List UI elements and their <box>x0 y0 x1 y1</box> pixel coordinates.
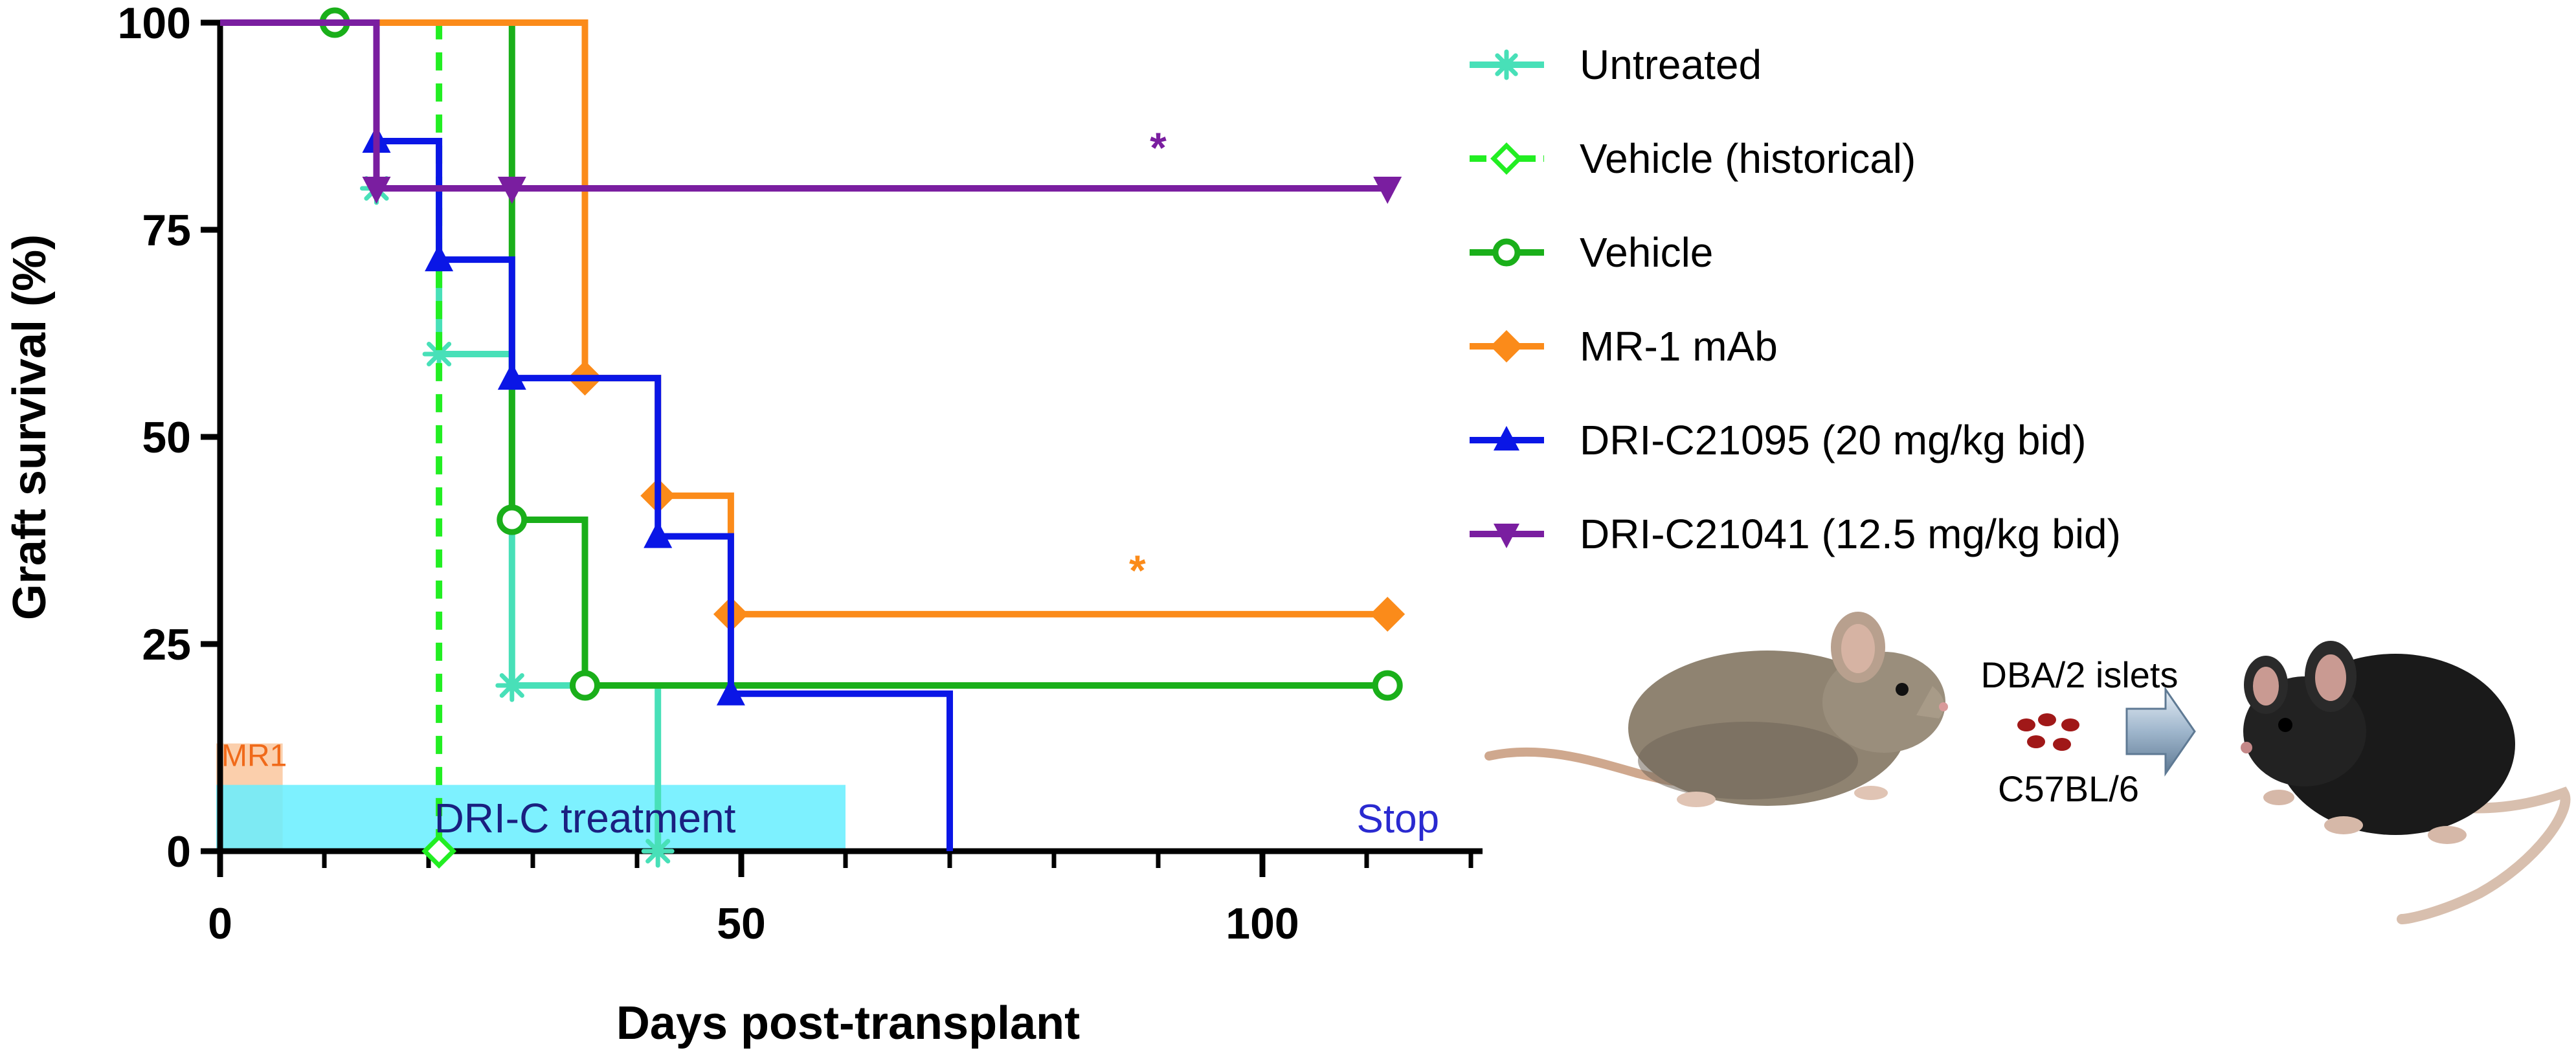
series-vehicle <box>220 7 1403 701</box>
significance-asterisk: * <box>1150 124 1167 172</box>
recipient-label: C57BL/6 <box>1998 768 2139 809</box>
ticks: 0 25 50 75 100 0 50 100 <box>118 0 1473 948</box>
series-group <box>220 7 1406 869</box>
data-point <box>1490 142 1523 175</box>
x-tick-label: 50 <box>717 899 766 948</box>
data-point <box>421 834 457 869</box>
y-tick-label: 25 <box>142 620 191 669</box>
data-point <box>1494 524 1519 548</box>
series-dri-c21041-12-5-mg-kg-bid <box>220 19 1402 204</box>
series-mr-1-mab <box>220 19 1406 632</box>
treatment-bars <box>216 743 846 851</box>
stop-label: Stop <box>1357 797 1440 841</box>
arrow-right-icon <box>2125 686 2196 777</box>
legend-item: Untreated <box>1470 41 1762 88</box>
data-point <box>644 520 673 548</box>
data-point <box>1494 426 1519 451</box>
data-point <box>716 678 745 706</box>
mr1-label: MR1 <box>221 739 287 773</box>
data-point <box>497 504 528 535</box>
data-point <box>1370 596 1406 632</box>
data-point <box>1372 670 1403 701</box>
islets-label: DBA/2 islets <box>1981 654 2178 695</box>
legend-label: DRI-C21095 (20 mg/kg bid) <box>1580 417 2087 463</box>
annotations: * * MR1 DRI-C treatment Stop <box>221 124 1439 841</box>
data-point <box>497 362 526 390</box>
legend-label: MR-1 mAb <box>1580 323 1778 370</box>
series-line <box>220 19 1388 618</box>
data-point <box>425 244 454 272</box>
treatment-bar <box>216 784 846 851</box>
y-tick-label: 0 <box>166 827 191 876</box>
data-point <box>495 669 529 702</box>
legend-item: MR-1 mAb <box>1470 323 1778 370</box>
y-axis-title: Graft survival (%) <box>4 234 56 620</box>
data-point <box>570 670 600 701</box>
treatment-label: DRI-C treatment <box>434 795 736 841</box>
series-untreated <box>220 19 675 868</box>
legend-label: DRI-C21041 (12.5 mg/kg bid) <box>1580 511 2121 557</box>
axes <box>217 23 1483 854</box>
data-point <box>641 834 675 868</box>
transplant-illustration: DBA/2 islets C57BL/6 <box>1484 612 2571 924</box>
legend-item: DRI-C21041 (12.5 mg/kg bid) <box>1470 511 2121 557</box>
x-tick-label: 0 <box>208 899 232 948</box>
donor-mouse-icon <box>1484 612 1948 807</box>
data-point <box>497 177 526 204</box>
series-line <box>220 19 1388 689</box>
data-point <box>1492 238 1521 267</box>
legend-label: Vehicle <box>1580 229 1713 276</box>
legend-item: Vehicle <box>1470 229 1713 276</box>
data-point <box>1491 49 1522 80</box>
legend: Untreated Vehicle (historical) Vehicle MR-1… <box>1470 41 2121 557</box>
legend-item: DRI-C21095 (20 mg/kg bid) <box>1470 417 2087 463</box>
legend-item: Vehicle (historical) <box>1470 135 1916 182</box>
y-tick-label: 75 <box>142 206 191 255</box>
series-line <box>220 19 443 851</box>
legend-label: Untreated <box>1580 41 1762 88</box>
x-tick-label: 100 <box>1226 899 1299 948</box>
y-tick-label: 50 <box>142 413 191 462</box>
data-point <box>1490 330 1523 362</box>
data-point <box>362 177 391 204</box>
y-tick-label: 100 <box>118 0 191 48</box>
significance-asterisk: * <box>1129 546 1146 594</box>
recipient-mouse-icon <box>2241 641 2571 924</box>
series-line <box>220 19 1388 192</box>
islets-icon <box>2017 713 2079 751</box>
x-axis-title: Days post-transplant <box>616 997 1080 1049</box>
data-point <box>1373 177 1402 204</box>
legend-label: Vehicle (historical) <box>1580 135 1916 182</box>
